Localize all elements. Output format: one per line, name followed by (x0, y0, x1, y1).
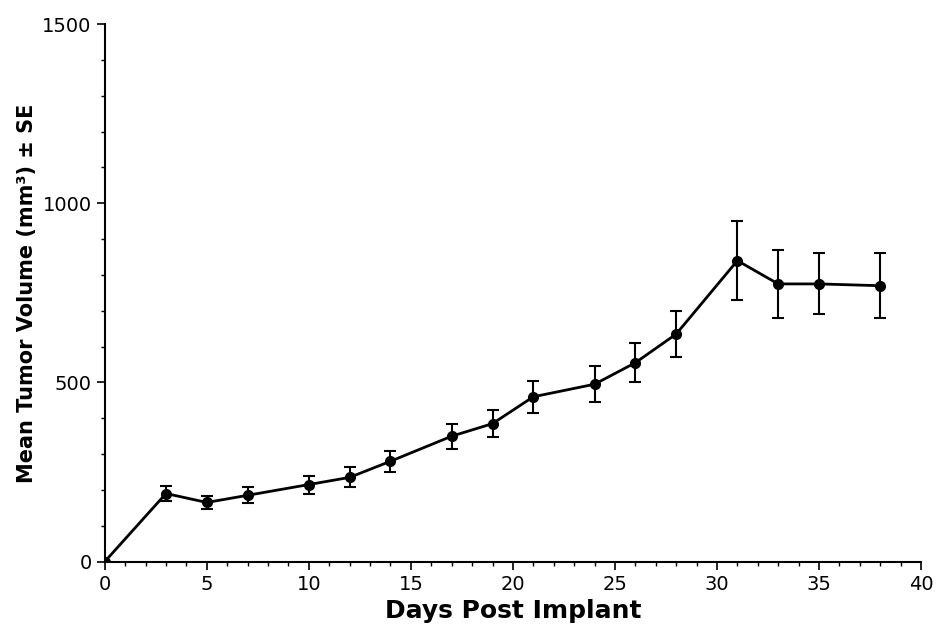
Y-axis label: Mean Tumor Volume (mm³) ± SE: Mean Tumor Volume (mm³) ± SE (17, 103, 37, 483)
X-axis label: Days Post Implant: Days Post Implant (385, 599, 641, 623)
